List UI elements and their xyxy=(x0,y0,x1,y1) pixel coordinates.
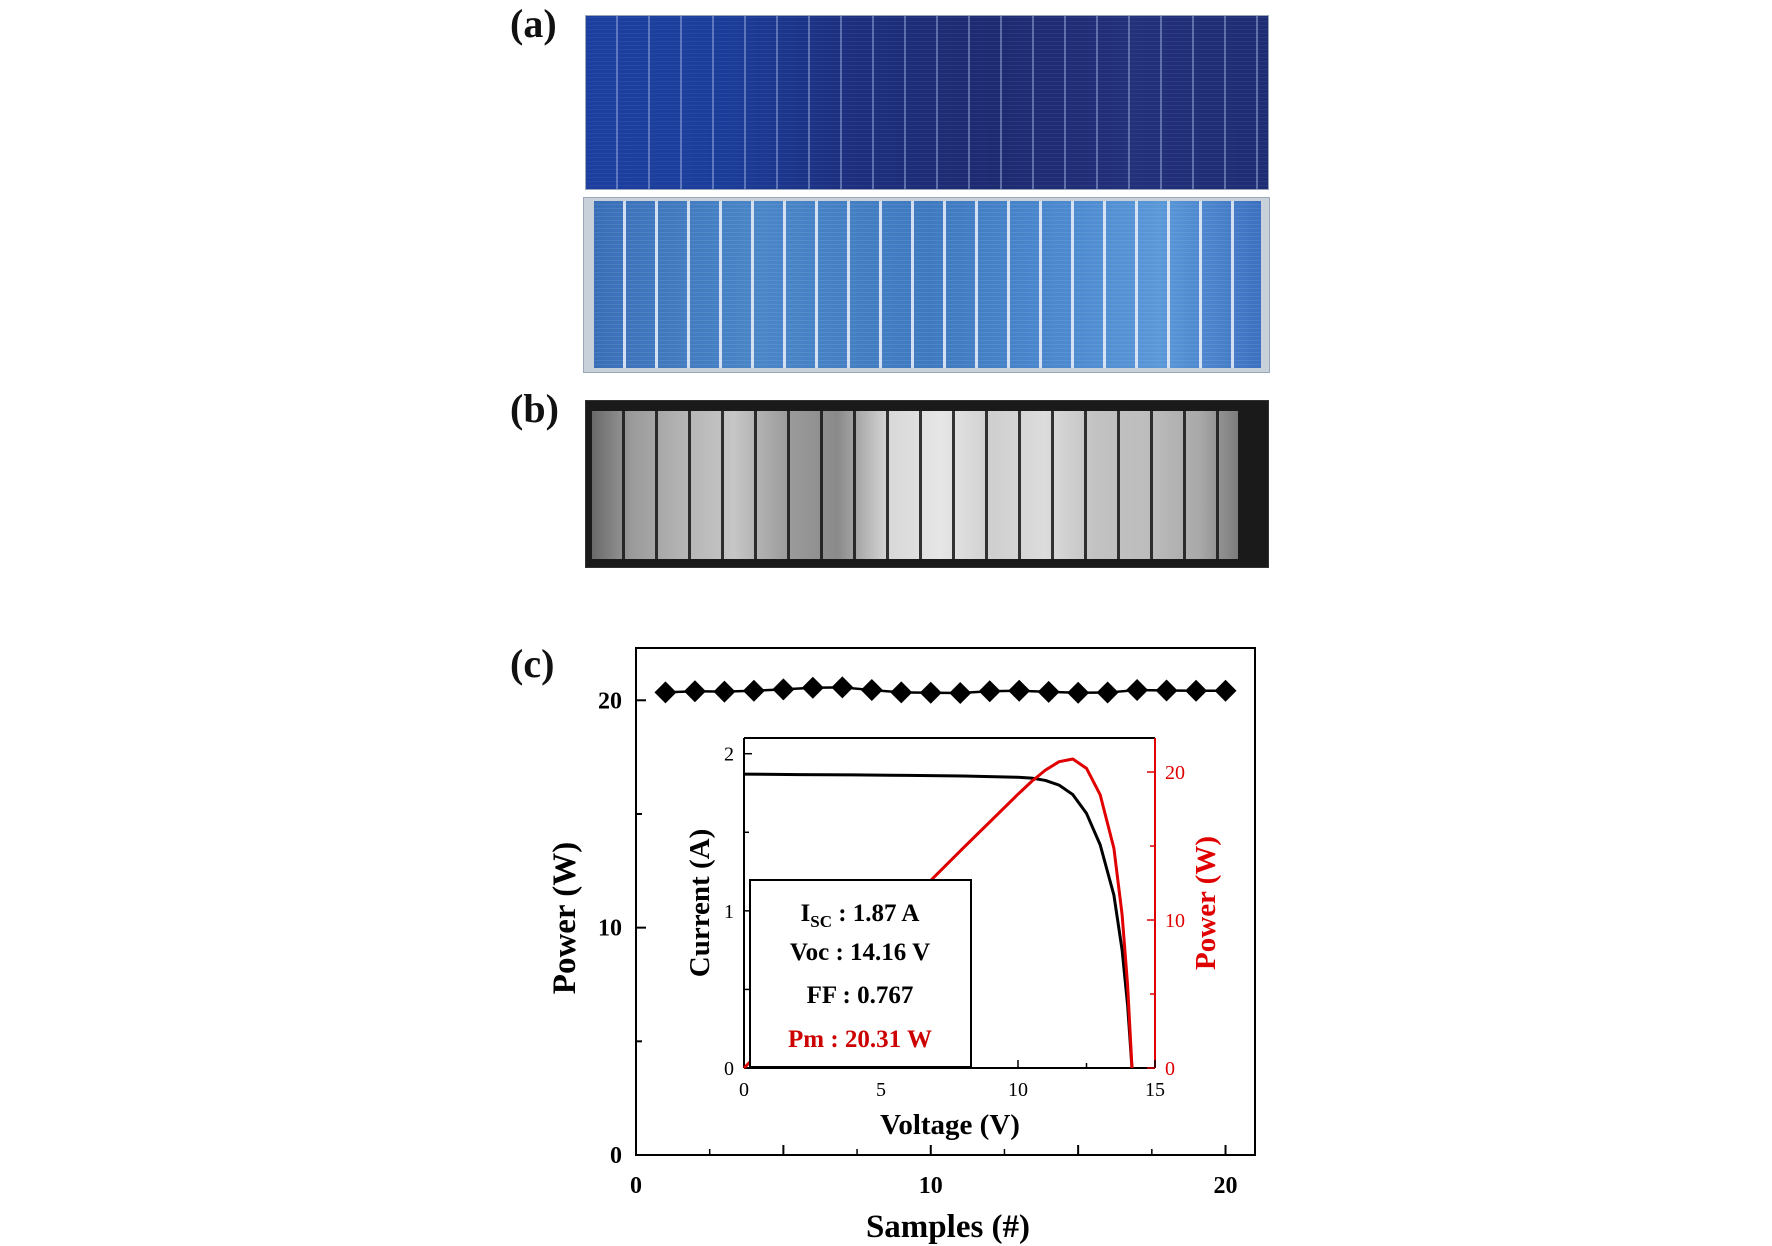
panel-label-c: (c) xyxy=(510,641,555,686)
pm-annotation: Pm : 20.31 W xyxy=(788,1026,932,1053)
power-point xyxy=(1185,679,1208,702)
inset-x-tick-label: 5 xyxy=(876,1079,886,1101)
inset-x-tick-label: 0 xyxy=(739,1079,749,1101)
el-image xyxy=(585,400,1269,568)
power-point xyxy=(1037,680,1060,703)
power-point xyxy=(831,676,854,699)
inset-y-tick-label: 2 xyxy=(724,744,734,766)
el-cell-gaps xyxy=(592,411,1238,559)
cell-strings xyxy=(586,16,1268,189)
cell-area xyxy=(594,201,1261,368)
inset-x-axis-label: Voltage (V) xyxy=(880,1109,1020,1141)
inset-y2-axis-label: Power (W) xyxy=(1190,836,1222,970)
power-point xyxy=(1155,679,1178,702)
panel-label-a: (a) xyxy=(510,1,557,46)
power-point xyxy=(742,679,765,702)
main-x-tick-label: 0 xyxy=(630,1173,642,1199)
power-point xyxy=(1096,681,1119,704)
inset-y2-tick-label: 20 xyxy=(1165,762,1185,784)
main-y-axis-label: Power (W) xyxy=(547,842,583,994)
power-point xyxy=(890,681,913,704)
main-plot-frame xyxy=(635,647,1256,1156)
current-voltage-curve xyxy=(743,772,1134,1069)
main-y-tick-label: 10 xyxy=(598,916,622,942)
power-point xyxy=(654,681,677,704)
main-y-tick-label: 20 xyxy=(598,688,622,714)
inset-x-tick-label: 10 xyxy=(1008,1079,1028,1101)
module-photo-front xyxy=(585,15,1269,190)
inset-x-tick-label: 15 xyxy=(1145,1079,1165,1101)
power-point xyxy=(1067,681,1090,704)
power-point xyxy=(949,682,972,705)
isc-subscript: SC xyxy=(810,912,832,931)
panel-label-b: (b) xyxy=(510,386,559,431)
power-point xyxy=(860,679,883,702)
inset-y2-tick-label: 0 xyxy=(1165,1058,1175,1080)
power-point xyxy=(801,676,824,699)
power-point xyxy=(919,681,942,704)
el-cells xyxy=(592,411,1238,559)
power-point xyxy=(713,680,736,703)
main-y-tick-label: 0 xyxy=(610,1143,622,1169)
power-point xyxy=(683,680,706,703)
main-x-tick-label: 20 xyxy=(1214,1173,1238,1199)
parameters-box xyxy=(749,879,972,1068)
isc-value: : 1.87 A xyxy=(832,900,920,927)
inset-y2-tick-label: 10 xyxy=(1165,910,1185,932)
main-series xyxy=(654,676,1237,705)
main-x-axis-label: Samples (#) xyxy=(866,1209,1030,1245)
power-point xyxy=(1214,679,1237,702)
power-point xyxy=(978,680,1001,703)
ff-annotation: FF : 0.767 xyxy=(807,982,914,1009)
voc-annotation: Voc : 14.16 V xyxy=(790,939,930,966)
power-point xyxy=(1008,679,1031,702)
inset-y-tick-label: 0 xyxy=(724,1058,734,1080)
isc-main: I xyxy=(801,900,811,927)
cell-gaps xyxy=(594,201,1261,368)
module-photo-back xyxy=(583,197,1270,373)
isc-annotation: ISC : 1.87 A xyxy=(801,900,920,931)
main-x-tick-label: 10 xyxy=(919,1173,943,1199)
finger-lines xyxy=(586,16,1268,189)
inset-y-tick-label: 1 xyxy=(724,901,734,923)
finger-lines xyxy=(594,201,1261,368)
power-point xyxy=(772,678,795,701)
inset-y-axis-label: Current (A) xyxy=(684,829,716,977)
power-point xyxy=(1126,679,1149,702)
